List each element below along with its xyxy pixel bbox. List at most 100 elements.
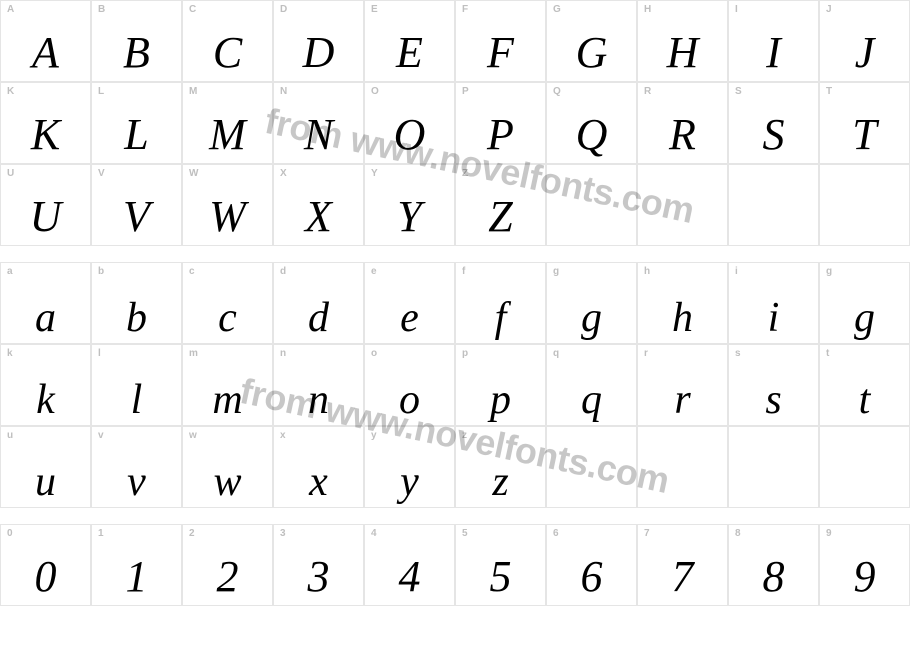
glyph-cell: VV xyxy=(91,164,182,246)
cell-label: v xyxy=(98,430,104,441)
cell-glyph: W xyxy=(183,195,272,239)
cell-label: X xyxy=(280,168,287,179)
glyph-cell: AA xyxy=(0,0,91,82)
cell-glyph: k xyxy=(1,379,90,421)
cell-glyph: h xyxy=(638,297,727,339)
glyph-cell: EE xyxy=(364,0,455,82)
glyph-cell: ww xyxy=(182,426,273,508)
glyph-cell: YY xyxy=(364,164,455,246)
cell-label: u xyxy=(7,430,13,441)
glyph-cell: dd xyxy=(273,262,364,344)
cell-label: s xyxy=(735,348,741,359)
glyph-row: aabbccddeeffgghhiigg xyxy=(0,262,911,344)
cell-glyph: 2 xyxy=(183,555,272,599)
cell-label: W xyxy=(189,168,199,179)
cell-label: x xyxy=(280,430,286,441)
cell-label: Y xyxy=(371,168,378,179)
glyph-cell: ii xyxy=(728,262,819,344)
cell-glyph: 5 xyxy=(456,555,545,599)
cell-glyph: H xyxy=(638,31,727,75)
cell-glyph: z xyxy=(456,461,545,503)
cell-label: P xyxy=(462,86,469,97)
glyph-cell: ff xyxy=(455,262,546,344)
cell-label: E xyxy=(371,4,378,15)
cell-label: y xyxy=(371,430,377,441)
cell-glyph: g xyxy=(547,297,636,339)
cell-label: e xyxy=(371,266,377,277)
cell-glyph: G xyxy=(547,31,636,75)
glyph-cell xyxy=(637,426,728,508)
cell-glyph: L xyxy=(92,113,181,157)
glyph-row: 00112233445566778899 xyxy=(0,524,911,606)
glyph-cell: QQ xyxy=(546,82,637,164)
glyph-row: KKLLMMNNOOPPQQRRSSTT xyxy=(0,82,911,164)
cell-glyph: u xyxy=(1,461,90,503)
glyph-cell: 88 xyxy=(728,524,819,606)
glyph-cell: ee xyxy=(364,262,455,344)
glyph-cell: 11 xyxy=(91,524,182,606)
cell-glyph: l xyxy=(92,379,181,421)
cell-label: C xyxy=(189,4,196,15)
glyph-cell: oo xyxy=(364,344,455,426)
cell-label: I xyxy=(735,4,738,15)
cell-label: w xyxy=(189,430,197,441)
cell-glyph: Y xyxy=(365,195,454,239)
cell-label: Z xyxy=(462,168,468,179)
cell-glyph: J xyxy=(820,31,909,75)
glyph-cell: 00 xyxy=(0,524,91,606)
cell-label: 8 xyxy=(735,528,741,539)
cell-glyph: Z xyxy=(456,195,545,239)
glyph-cell xyxy=(546,164,637,246)
cell-label: 1 xyxy=(98,528,104,539)
glyph-cell: gg xyxy=(546,262,637,344)
glyph-cell: KK xyxy=(0,82,91,164)
glyph-cell: bb xyxy=(91,262,182,344)
cell-label: a xyxy=(7,266,13,277)
cell-label: H xyxy=(644,4,651,15)
cell-glyph: g xyxy=(820,297,909,339)
cell-glyph: c xyxy=(183,297,272,339)
row-spacer xyxy=(0,508,911,524)
cell-label: B xyxy=(98,4,105,15)
glyph-cell: UU xyxy=(0,164,91,246)
cell-glyph: a xyxy=(1,297,90,339)
cell-label: K xyxy=(7,86,14,97)
cell-glyph: D xyxy=(274,31,363,75)
cell-label: 6 xyxy=(553,528,559,539)
cell-glyph: B xyxy=(92,31,181,75)
cell-glyph: N xyxy=(274,113,363,157)
cell-glyph: 3 xyxy=(274,555,363,599)
glyph-cell: BB xyxy=(91,0,182,82)
glyph-cell: HH xyxy=(637,0,728,82)
glyph-cell: WW xyxy=(182,164,273,246)
cell-label: R xyxy=(644,86,651,97)
cell-label: 5 xyxy=(462,528,468,539)
cell-glyph: K xyxy=(1,113,90,157)
cell-glyph: M xyxy=(183,113,272,157)
cell-label: 0 xyxy=(7,528,13,539)
cell-glyph: i xyxy=(729,297,818,339)
glyph-cell: II xyxy=(728,0,819,82)
glyph-cell: RR xyxy=(637,82,728,164)
cell-glyph: O xyxy=(365,113,454,157)
row-spacer xyxy=(0,246,911,262)
cell-label: S xyxy=(735,86,742,97)
cell-glyph: 6 xyxy=(547,555,636,599)
glyph-row: AABBCCDDEEFFGGHHIIJJ xyxy=(0,0,911,82)
glyph-cell: OO xyxy=(364,82,455,164)
cell-label: k xyxy=(7,348,13,359)
cell-label: d xyxy=(280,266,286,277)
glyph-cell: mm xyxy=(182,344,273,426)
cell-label: f xyxy=(462,266,466,277)
cell-label: 9 xyxy=(826,528,832,539)
glyph-cell: 77 xyxy=(637,524,728,606)
glyph-cell: xx xyxy=(273,426,364,508)
glyph-cell: gg xyxy=(819,262,910,344)
cell-label: O xyxy=(371,86,379,97)
glyph-cell: TT xyxy=(819,82,910,164)
cell-glyph: b xyxy=(92,297,181,339)
glyph-cell: 33 xyxy=(273,524,364,606)
cell-label: M xyxy=(189,86,198,97)
cell-glyph: F xyxy=(456,31,545,75)
cell-glyph: p xyxy=(456,379,545,421)
